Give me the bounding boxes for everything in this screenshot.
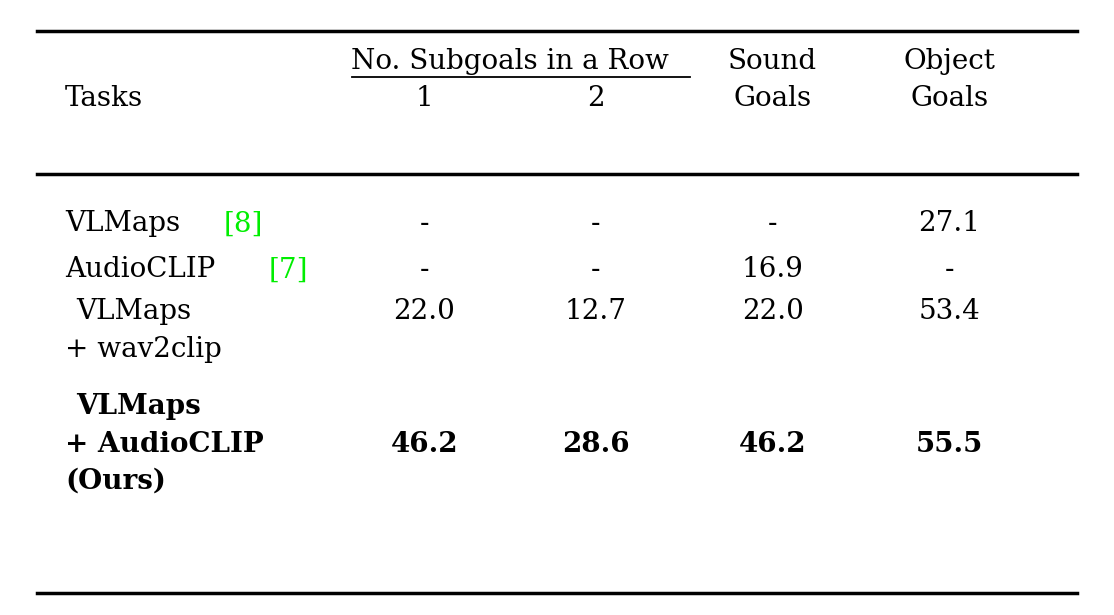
Text: + wav2clip: + wav2clip <box>65 336 222 363</box>
Text: 55.5: 55.5 <box>916 430 984 458</box>
Text: [7]: [7] <box>268 256 309 284</box>
Text: VLMaps: VLMaps <box>65 210 189 237</box>
Text: 12.7: 12.7 <box>565 298 627 325</box>
Text: VLMaps: VLMaps <box>76 393 201 420</box>
Text: -: - <box>590 256 600 284</box>
Text: Goals: Goals <box>910 85 988 112</box>
Text: VLMaps: VLMaps <box>76 298 192 325</box>
Text: 28.6: 28.6 <box>561 430 629 458</box>
Text: 46.2: 46.2 <box>739 430 807 458</box>
Text: -: - <box>420 256 429 284</box>
Text: 22.0: 22.0 <box>742 298 803 325</box>
Text: AudioCLIP: AudioCLIP <box>65 256 224 284</box>
Text: -: - <box>590 210 600 237</box>
Text: (Ours): (Ours) <box>65 468 166 495</box>
Text: Tasks: Tasks <box>65 85 143 112</box>
Text: 1: 1 <box>416 85 433 112</box>
Text: No. Subgoals in a Row: No. Subgoals in a Row <box>351 49 668 75</box>
Text: 2: 2 <box>587 85 605 112</box>
Text: 22.0: 22.0 <box>393 298 456 325</box>
Text: -: - <box>768 210 778 237</box>
Text: Sound: Sound <box>729 49 818 75</box>
Text: [8]: [8] <box>224 210 263 237</box>
Text: -: - <box>420 210 429 237</box>
Text: -: - <box>945 256 955 284</box>
Text: 27.1: 27.1 <box>919 210 980 237</box>
Text: 46.2: 46.2 <box>391 430 458 458</box>
Text: Goals: Goals <box>733 85 812 112</box>
Text: + AudioCLIP: + AudioCLIP <box>65 430 264 458</box>
Text: 16.9: 16.9 <box>742 256 803 284</box>
Text: Object: Object <box>903 49 996 75</box>
Text: 53.4: 53.4 <box>919 298 980 325</box>
